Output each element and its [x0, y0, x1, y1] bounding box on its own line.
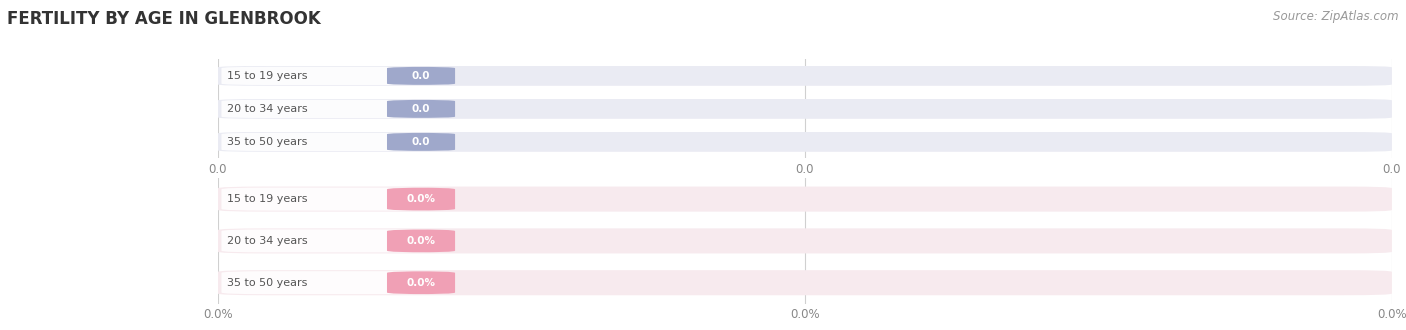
Text: 0.0: 0.0 [412, 104, 430, 114]
Text: 0.0%: 0.0% [406, 278, 436, 288]
FancyBboxPatch shape [387, 271, 456, 294]
FancyBboxPatch shape [218, 270, 1392, 295]
FancyBboxPatch shape [218, 228, 1392, 253]
FancyBboxPatch shape [387, 229, 456, 252]
Text: 35 to 50 years: 35 to 50 years [228, 278, 308, 288]
FancyBboxPatch shape [222, 100, 450, 118]
Text: 15 to 19 years: 15 to 19 years [228, 71, 308, 81]
Text: 20 to 34 years: 20 to 34 years [228, 236, 308, 246]
FancyBboxPatch shape [387, 187, 456, 211]
FancyBboxPatch shape [387, 133, 456, 151]
Text: Source: ZipAtlas.com: Source: ZipAtlas.com [1274, 10, 1399, 23]
Text: FERTILITY BY AGE IN GLENBROOK: FERTILITY BY AGE IN GLENBROOK [7, 10, 321, 28]
Text: 15 to 19 years: 15 to 19 years [228, 194, 308, 204]
FancyBboxPatch shape [218, 99, 1392, 119]
Text: 0.0: 0.0 [412, 71, 430, 81]
FancyBboxPatch shape [218, 132, 1392, 152]
Text: 0.0: 0.0 [412, 137, 430, 147]
Text: 20 to 34 years: 20 to 34 years [228, 104, 308, 114]
Text: 35 to 50 years: 35 to 50 years [228, 137, 308, 147]
FancyBboxPatch shape [222, 229, 450, 252]
FancyBboxPatch shape [218, 66, 1392, 86]
FancyBboxPatch shape [222, 67, 450, 85]
FancyBboxPatch shape [387, 100, 456, 118]
FancyBboxPatch shape [218, 186, 1392, 212]
FancyBboxPatch shape [222, 133, 450, 151]
Text: 0.0%: 0.0% [406, 194, 436, 204]
FancyBboxPatch shape [222, 187, 450, 211]
Text: 0.0%: 0.0% [406, 236, 436, 246]
FancyBboxPatch shape [222, 271, 450, 294]
FancyBboxPatch shape [387, 67, 456, 85]
